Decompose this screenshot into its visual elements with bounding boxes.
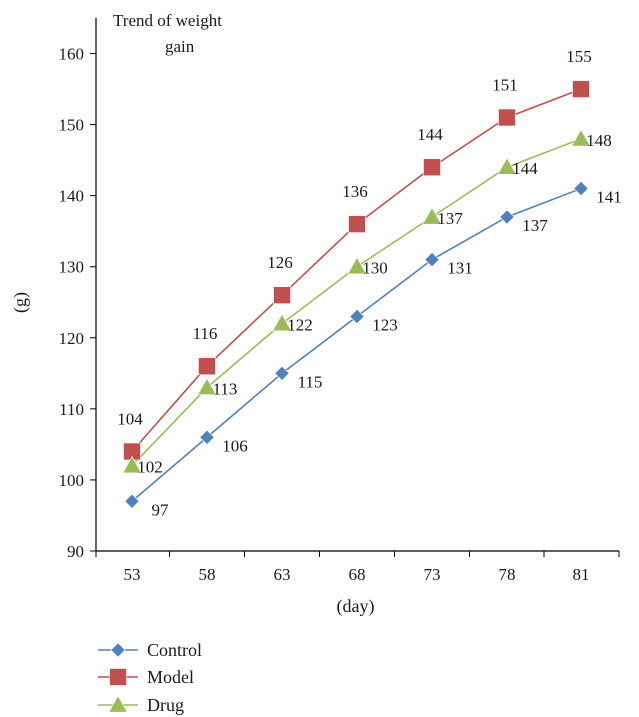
y-tick-label: 90 <box>67 542 84 561</box>
model-data-label: 136 <box>342 182 368 201</box>
model-point <box>348 215 366 233</box>
chart-title-line-1: Trend of weight <box>113 11 222 30</box>
drug-data-label: 148 <box>586 131 612 150</box>
drug-point <box>347 256 367 275</box>
control-point <box>499 209 515 225</box>
y-axis-label: (g) <box>10 292 31 313</box>
control-point <box>349 308 365 325</box>
legend-marker-control <box>110 642 126 658</box>
model-point <box>498 108 516 127</box>
control-point <box>124 493 140 509</box>
drug-point <box>272 313 292 332</box>
legend-label-model: Model <box>147 667 194 687</box>
drug-point <box>122 455 142 474</box>
y-tick-label: 120 <box>59 329 85 348</box>
model-data-label: 126 <box>267 253 293 272</box>
drug-point <box>497 157 517 175</box>
model-data-label: 144 <box>417 125 443 144</box>
x-axis-label: (day) <box>337 596 375 617</box>
x-tick-label: 68 <box>349 565 366 584</box>
x-tick-label: 78 <box>499 565 516 584</box>
legend-marker-drug <box>108 695 128 713</box>
control-data-label: 141 <box>596 188 622 207</box>
x-tick-label: 53 <box>124 565 141 584</box>
control-data-label: 106 <box>222 436 248 455</box>
drug-data-label: 144 <box>512 159 538 178</box>
chart-series <box>122 80 591 509</box>
model-data-label: 155 <box>566 47 592 66</box>
chart-title: Trend of weight gain <box>113 11 222 56</box>
control-point <box>573 181 589 197</box>
y-tick-label: 110 <box>59 400 84 419</box>
drug-data-label: 113 <box>213 380 238 399</box>
control-point <box>424 252 440 268</box>
chart-axes: (day) (g) <box>10 18 619 617</box>
model-data-label: 151 <box>492 75 518 94</box>
y-tick-label: 140 <box>59 187 85 206</box>
drug-data-label: 102 <box>137 458 163 477</box>
x-tick-label: 81 <box>573 565 590 584</box>
model-data-label: 104 <box>117 410 143 429</box>
model-point <box>273 286 291 304</box>
x-tick-label: 73 <box>424 565 441 584</box>
model-point <box>572 80 590 98</box>
chart-legend: Control Model Drug <box>98 640 202 715</box>
drug-point <box>197 377 217 396</box>
control-data-label: 137 <box>522 216 548 235</box>
model-point <box>198 357 216 376</box>
legend-marker-model <box>109 668 127 686</box>
y-tick-label: 100 <box>59 471 85 490</box>
drug-data-label: 122 <box>287 316 313 335</box>
y-tick-label: 150 <box>59 116 85 135</box>
control-data-label: 123 <box>372 315 398 334</box>
y-tick-label: 160 <box>59 45 85 64</box>
x-tick-label: 63 <box>274 565 291 584</box>
drug-point <box>422 207 442 225</box>
x-tick-label: 58 <box>199 565 216 584</box>
chart-data-labels: 97 106 115 123 131 137 141 104 116 126 136 144 151 15… <box>117 47 622 519</box>
y-tick-label: 130 <box>59 258 85 277</box>
control-point <box>274 365 290 381</box>
control-data-label: 131 <box>447 259 473 278</box>
drug-data-label: 130 <box>362 259 388 278</box>
control-data-label: 115 <box>298 372 323 391</box>
series-line-control <box>131 187 582 502</box>
drug-data-label: 137 <box>437 209 463 228</box>
chart-title-line-2: gain <box>165 37 195 56</box>
drug-point <box>571 129 591 147</box>
control-data-label: 97 <box>152 500 170 519</box>
chart-ticks: 90 100 110 120 130 140 150 160 53 58 63 68 73 78 81 <box>59 45 620 584</box>
model-data-label: 116 <box>193 324 218 343</box>
model-point <box>423 158 441 177</box>
legend-label-control: Control <box>147 640 202 660</box>
control-point <box>199 429 215 445</box>
legend-label-drug: Drug <box>147 695 184 715</box>
